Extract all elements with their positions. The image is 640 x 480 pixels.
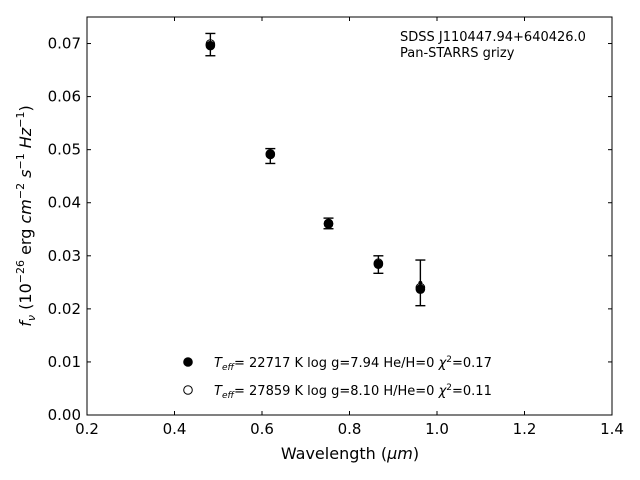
data-points <box>205 39 426 295</box>
axis-ticks: 0.2 0.4 0.6 0.8 1.0 1.2 1.4 0.00 0.01 0.02 0.03 0.0… <box>48 17 624 438</box>
legend-marker-open <box>183 385 193 395</box>
x-tick-label: 0.8 <box>338 420 362 438</box>
x-tick-label: 1.2 <box>513 420 537 438</box>
x-tick-label: 1.0 <box>425 420 449 438</box>
y-tick-label: 0.06 <box>48 88 81 106</box>
model-point-open <box>415 282 426 293</box>
model-point-open <box>205 39 216 49</box>
y-tick-label: 0.03 <box>48 247 81 265</box>
model-point-open <box>265 149 276 159</box>
legend: Teff= 22717 K log g=7.94 He/H=0 χ2=0.17 T… <box>183 355 492 401</box>
y-axis-title: fν (10−26 erg cm−2 s−1 Hz−1) <box>14 105 38 326</box>
x-tick-label: 0.2 <box>75 420 99 438</box>
x-tick-label: 0.6 <box>250 420 274 438</box>
y-axis-title-group: fν (10−26 erg cm−2 s−1 Hz−1) <box>14 105 38 326</box>
y-tick-label: 0.07 <box>48 35 81 53</box>
legend-marker-filled <box>183 357 193 367</box>
annotation-line-2: Pan-STARRS grizy <box>400 46 515 61</box>
model-point-open <box>323 218 334 229</box>
x-tick-label: 1.4 <box>600 420 624 438</box>
legend-entry-text: Teff= 22717 K log g=7.94 He/H=0 χ2=0.17 <box>214 355 492 373</box>
y-tick-label: 0.02 <box>48 300 81 318</box>
y-tick-label: 0.01 <box>48 353 81 371</box>
x-axis-title: Wavelength (μm) <box>281 444 419 463</box>
y-tick-label: 0.04 <box>48 194 81 212</box>
error-bars <box>205 32 426 307</box>
legend-entry-text: Teff= 27859 K log g=8.10 H/He=0 χ2=0.11 <box>214 383 492 401</box>
annotation-line-1: SDSS J110447.94+640426.0 <box>400 30 586 45</box>
x-tick-label: 0.4 <box>163 420 187 438</box>
model-point-open <box>373 258 384 269</box>
y-tick-label: 0.00 <box>48 406 81 424</box>
y-tick-label: 0.05 <box>48 141 81 159</box>
